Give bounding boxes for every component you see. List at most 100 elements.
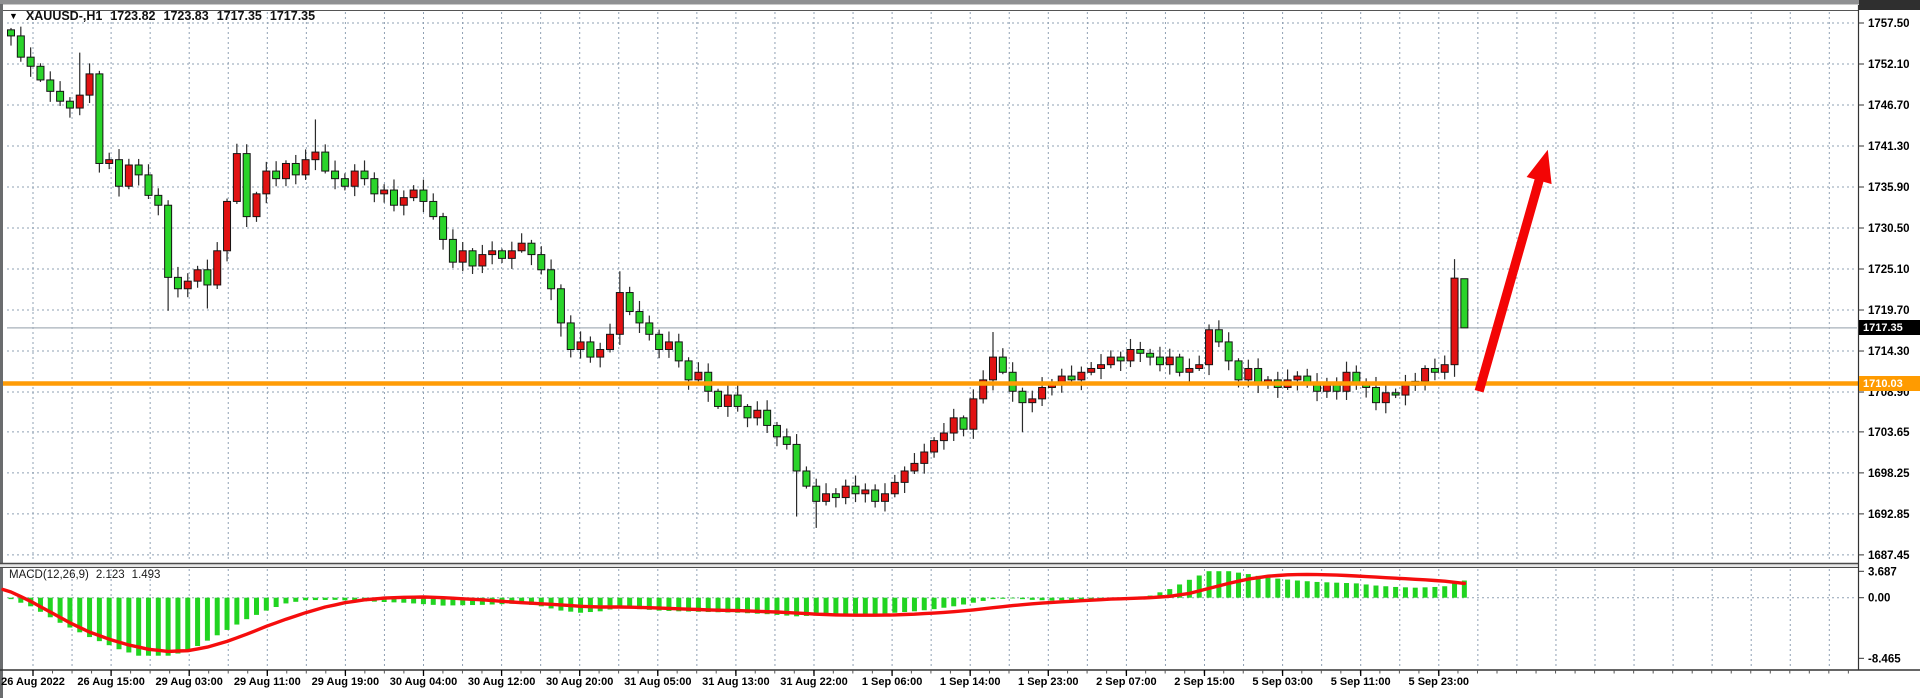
macd-histogram-bar	[1186, 579, 1192, 598]
candle	[26, 56, 35, 67]
macd-histogram-bar	[705, 597, 711, 613]
time-axis-label: 29 Aug 03:00	[155, 676, 223, 688]
candle	[1195, 364, 1204, 369]
candle	[645, 322, 654, 335]
macd-histogram-bar	[1285, 579, 1291, 598]
candle	[900, 470, 909, 483]
candle	[1401, 384, 1410, 396]
time-axis-label: 1 Sep 14:00	[939, 676, 1001, 688]
macd-histogram-bar	[617, 597, 623, 608]
macd-histogram-bar	[1324, 582, 1330, 598]
time-axis-label: 29 Aug 11:00	[233, 676, 301, 688]
candle	[1371, 386, 1380, 404]
macd-histogram-bar	[833, 597, 839, 615]
macd-histogram-bar	[214, 597, 220, 636]
macd-histogram-bar	[695, 597, 701, 612]
candle	[16, 35, 25, 58]
candle	[36, 65, 45, 81]
time-axis-label: 31 Aug 22:00	[780, 676, 848, 688]
candle	[920, 451, 929, 464]
price-axis[interactable]	[1859, 0, 1920, 670]
window-left-border	[0, 4, 3, 698]
macd-histogram-bar	[607, 597, 613, 610]
macd-histogram-bar	[1402, 587, 1408, 598]
candle	[890, 481, 899, 495]
candle	[556, 288, 565, 324]
time-axis-label: 30 Aug 20:00	[545, 676, 614, 688]
candle	[782, 436, 791, 445]
time-axis-label: 5 Sep 23:00	[1408, 676, 1470, 688]
time-axis-label: 26 Aug 15:00	[77, 676, 145, 688]
macd-histogram-bar	[1167, 589, 1173, 598]
macd-axis-label: 0.00	[1868, 593, 1890, 605]
macd-histogram-bar	[764, 597, 770, 615]
macd-histogram-bar	[1275, 578, 1281, 598]
macd-histogram-bar	[1196, 575, 1202, 598]
candle	[1244, 367, 1253, 381]
panel-separator[interactable]	[0, 563, 1859, 568]
macd-histogram-bar	[420, 597, 426, 605]
candle	[115, 159, 124, 187]
candle	[124, 164, 133, 187]
candle	[488, 250, 497, 256]
candle	[507, 250, 516, 259]
macd-histogram-bar	[47, 597, 53, 618]
candle	[272, 170, 281, 180]
macd-signal-line	[1, 572, 1467, 654]
candle	[331, 170, 340, 180]
candle	[498, 250, 506, 259]
macd-histogram-bar	[1363, 584, 1369, 598]
candle	[880, 493, 889, 502]
candle	[321, 151, 330, 172]
macd-histogram-bar	[1088, 597, 1094, 600]
macd-histogram-bar	[401, 597, 407, 603]
candle	[772, 424, 781, 438]
candle	[537, 254, 546, 271]
candle	[1028, 398, 1037, 404]
candle	[65, 100, 74, 109]
macd-histogram-bar	[1059, 597, 1065, 601]
scale-top-block	[1859, 0, 1920, 10]
macd-histogram-bar	[980, 597, 986, 601]
macd-indicator-header: MACD(12,26,9) 2.123 1.493	[9, 569, 160, 581]
price-axis-label: 1735.90	[1868, 182, 1910, 194]
candle	[743, 405, 752, 419]
macd-histogram-bar	[1069, 597, 1075, 600]
candle	[173, 276, 182, 290]
macd-histogram-bar	[342, 597, 348, 601]
candle	[763, 409, 772, 426]
macd-histogram-bar	[902, 597, 908, 613]
candle	[262, 170, 271, 195]
macd-histogram-bar	[136, 597, 142, 656]
time-axis[interactable]: 26 Aug 2022 26 Aug 15:00 29 Aug 03:00 29 Au…	[0, 671, 1860, 698]
macd-histogram-bar	[1206, 571, 1212, 598]
window-top-border-highlight	[0, 4, 1920, 5]
candle	[56, 90, 65, 102]
candle	[566, 322, 575, 350]
candle	[1175, 356, 1184, 373]
macd-histogram-bar	[145, 597, 151, 656]
time-axis-label: 31 Aug 05:00	[624, 676, 692, 688]
macd-histogram-bar	[921, 597, 927, 611]
time-axis-label: 2 Sep 07:00	[1096, 676, 1157, 688]
candle	[439, 216, 448, 240]
candle	[203, 269, 212, 286]
candle	[979, 379, 988, 400]
symbol-dropdown-icon[interactable]: ▼	[9, 10, 18, 21]
time-axis-label: 1 Sep 06:00	[861, 676, 923, 688]
time-axis-label: 30 Aug 04:00	[389, 676, 458, 688]
price-axis-label: 1714.30	[1868, 346, 1910, 358]
candle	[448, 238, 457, 263]
trend-arrow-annotation[interactable]	[1474, 149, 1552, 393]
macd-histogram-bar	[784, 597, 790, 616]
bid-price-tag: 1717.35	[1859, 320, 1920, 335]
macd-histogram-bar	[646, 597, 652, 610]
macd-histogram-bar	[1461, 580, 1467, 598]
macd-histogram-bar	[391, 597, 397, 603]
time-axis-label: 31 Aug 13:00	[702, 676, 770, 688]
candle	[861, 489, 870, 495]
macd-axis-label: -8.465	[1868, 653, 1901, 665]
candle	[399, 197, 408, 206]
